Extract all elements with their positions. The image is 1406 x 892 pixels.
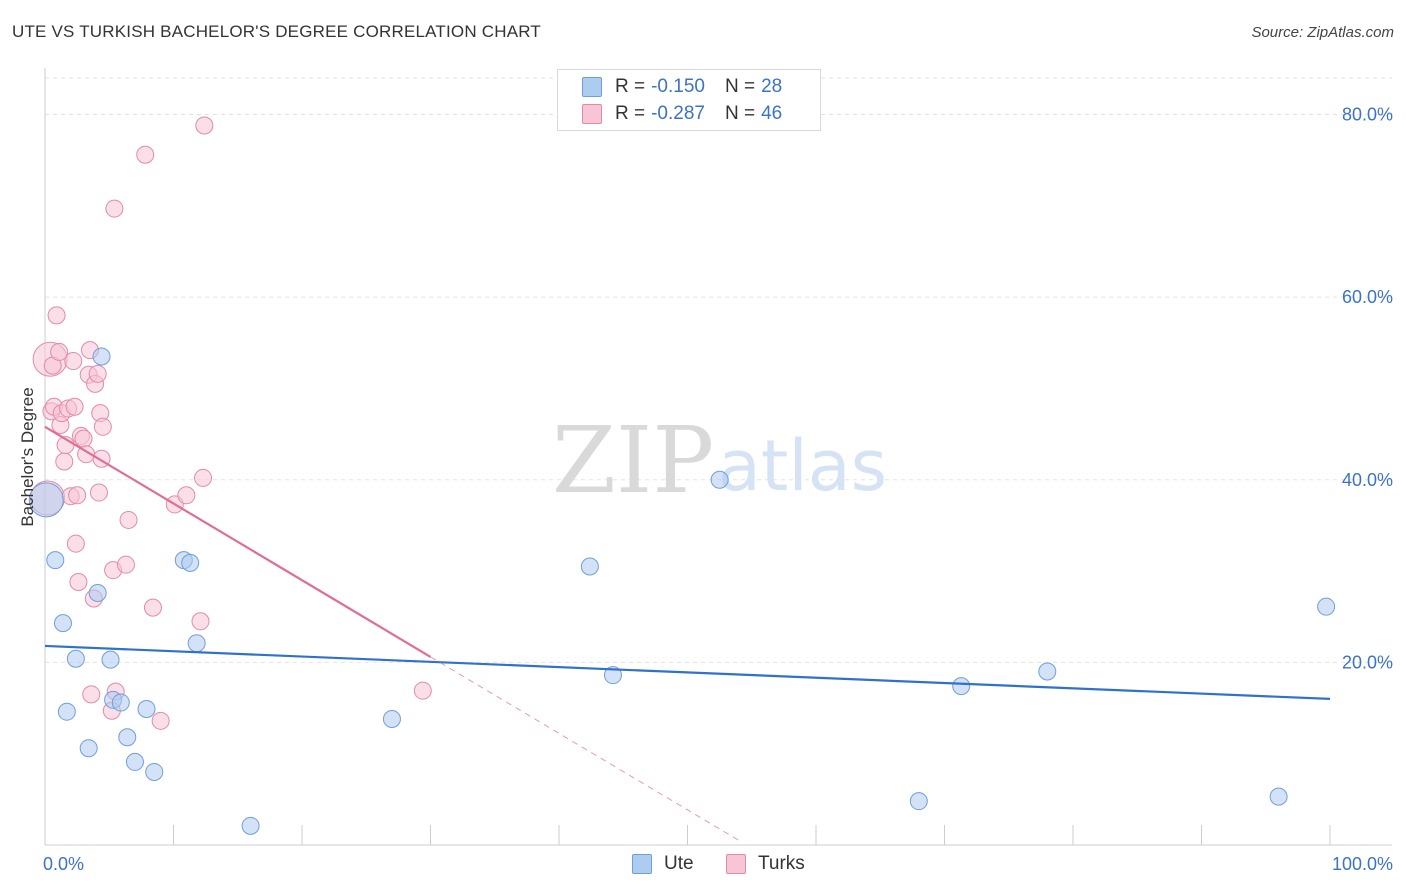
point-ute: [137, 699, 156, 718]
point-turks: [89, 483, 108, 502]
legend-n-value: 46: [761, 103, 783, 124]
gridlines: [45, 77, 1392, 663]
point-ute: [909, 792, 928, 811]
point-ute: [111, 693, 130, 712]
legend-r-value: -0.150: [651, 76, 705, 97]
watermark-atlas: atlas: [718, 425, 887, 507]
point-ute: [241, 816, 260, 835]
point-turks: [136, 145, 155, 164]
source-credit: Source: ZipAtlas.com: [1251, 24, 1394, 41]
point-turks: [50, 342, 69, 361]
point-ute: [53, 614, 72, 633]
point-turks: [119, 510, 138, 529]
bottom-legend-turks[interactable]: Turks: [726, 852, 805, 876]
legend-row-ute: R = -0.150 N = 28: [582, 76, 782, 98]
point-ute: [125, 752, 144, 771]
point-turks: [47, 306, 66, 325]
point-ute: [92, 347, 111, 366]
y-tick-label: 80.0%: [1342, 105, 1393, 125]
point-turks: [64, 352, 83, 371]
point-ute: [28, 482, 64, 518]
series-ute-points: [28, 347, 1336, 835]
legend-n-value: 28: [761, 76, 783, 97]
legend-r-label: R =: [615, 76, 646, 97]
legend-n-label: N =: [724, 103, 756, 124]
series-turks-points: [30, 116, 432, 730]
point-turks: [82, 685, 101, 704]
legend-label-ute: Ute: [664, 853, 694, 874]
legend-swatch-turks: [726, 854, 746, 874]
point-turks: [69, 573, 88, 592]
watermark-zip: ZIP: [552, 407, 714, 514]
point-ute: [710, 470, 729, 489]
point-ute: [46, 551, 65, 570]
legend-label-turks: Turks: [758, 853, 805, 874]
point-turks: [55, 452, 74, 471]
point-turks: [143, 598, 162, 617]
chart-title: UTE VS TURKISH BACHELOR'S DEGREE CORRELA…: [12, 22, 542, 41]
point-turks: [116, 555, 135, 574]
point-ute: [145, 762, 164, 781]
point-ute: [382, 709, 401, 728]
x-tick-label: 0.0%: [43, 854, 84, 874]
point-turks: [191, 612, 210, 631]
point-turks: [68, 486, 87, 505]
point-turks: [195, 116, 214, 135]
point-ute: [88, 583, 107, 602]
watermark: ZIP atlas: [552, 407, 887, 514]
point-turks: [88, 364, 107, 383]
y-axis-label: Bachelor's Degree: [18, 387, 37, 526]
point-ute: [1038, 662, 1057, 681]
legend-row-turks: R = -0.287 N = 46: [582, 103, 782, 125]
point-turks: [65, 397, 84, 416]
point-ute: [187, 634, 206, 653]
correlation-legend: R = -0.150 N = 28 R = -0.287 N = 46: [557, 69, 821, 131]
axes: [44, 68, 1392, 846]
point-turks: [74, 429, 93, 448]
point-turks: [93, 417, 112, 436]
legend-swatch-ute: [632, 854, 652, 874]
bottom-legend-ute[interactable]: Ute: [632, 852, 694, 876]
point-turks: [194, 468, 213, 487]
legend-r-value: -0.287: [651, 103, 705, 124]
point-ute: [580, 557, 599, 576]
trendline-turks-extension: [430, 656, 740, 841]
x-tick-label: 100.0%: [1332, 854, 1393, 874]
trend-lines: [44, 425, 1331, 841]
point-turks: [177, 486, 196, 505]
legend-swatch-ute: [582, 77, 602, 97]
point-ute: [1269, 787, 1288, 806]
point-ute: [118, 728, 137, 747]
y-tick-label: 20.0%: [1342, 652, 1393, 672]
point-ute: [66, 649, 85, 668]
trendline-ute: [44, 644, 1331, 701]
y-tick-label: 60.0%: [1342, 287, 1393, 307]
point-ute: [1317, 597, 1336, 616]
legend-swatch-turks: [582, 104, 602, 124]
point-ute: [952, 677, 971, 696]
legend-r-label: R =: [615, 103, 646, 124]
point-turks: [413, 681, 432, 700]
point-turks: [66, 534, 85, 553]
point-ute: [101, 650, 120, 669]
point-ute: [57, 702, 76, 721]
point-turks: [105, 199, 124, 218]
tick-labels: 20.0% 40.0% 60.0% 80.0% 0.0% 100.0%: [43, 105, 1393, 874]
point-ute: [603, 666, 622, 685]
point-turks: [151, 711, 170, 730]
y-tick-label: 40.0%: [1342, 470, 1393, 490]
point-ute: [181, 553, 200, 572]
legend-n-label: N =: [724, 76, 756, 97]
point-ute: [79, 739, 98, 758]
trendline-turks: [44, 425, 432, 658]
